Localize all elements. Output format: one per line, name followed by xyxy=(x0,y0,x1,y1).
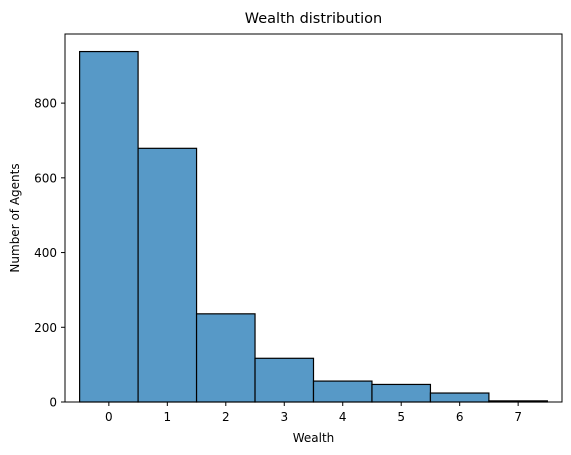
y-axis-label: Number of Agents xyxy=(8,163,22,272)
x-tick-label: 6 xyxy=(456,410,464,424)
x-axis-ticks: 0 1 2 3 4 5 6 7 xyxy=(105,402,522,424)
bar-wealth-6 xyxy=(429,392,490,403)
plot-frame xyxy=(64,33,563,403)
bar-wealth-5 xyxy=(371,383,432,403)
bar-wealth-2 xyxy=(195,313,256,403)
x-axis-label: Wealth xyxy=(293,431,335,445)
y-tick-label: 0 xyxy=(49,396,57,410)
y-tick-label: 600 xyxy=(34,171,57,185)
x-tick-label: 0 xyxy=(105,410,113,424)
bar-wealth-0 xyxy=(79,50,139,403)
x-tick-label: 2 xyxy=(222,410,230,424)
y-axis-ticks: 0 200 400 600 800 xyxy=(34,97,65,410)
y-tick-label: 200 xyxy=(34,321,57,335)
bar-wealth-1 xyxy=(137,147,198,403)
y-tick-label: 800 xyxy=(34,97,57,111)
x-tick-label: 1 xyxy=(164,410,172,424)
bar-wealth-4 xyxy=(312,380,373,403)
bar-wealth-3 xyxy=(254,357,315,403)
x-tick-label: 3 xyxy=(280,410,288,424)
bars-group xyxy=(79,50,548,403)
x-tick-label: 7 xyxy=(514,410,522,424)
chart-title: Wealth distribution xyxy=(245,11,382,27)
x-tick-label: 5 xyxy=(397,410,405,424)
y-tick-label: 400 xyxy=(34,246,57,260)
x-tick-label: 4 xyxy=(339,410,347,424)
